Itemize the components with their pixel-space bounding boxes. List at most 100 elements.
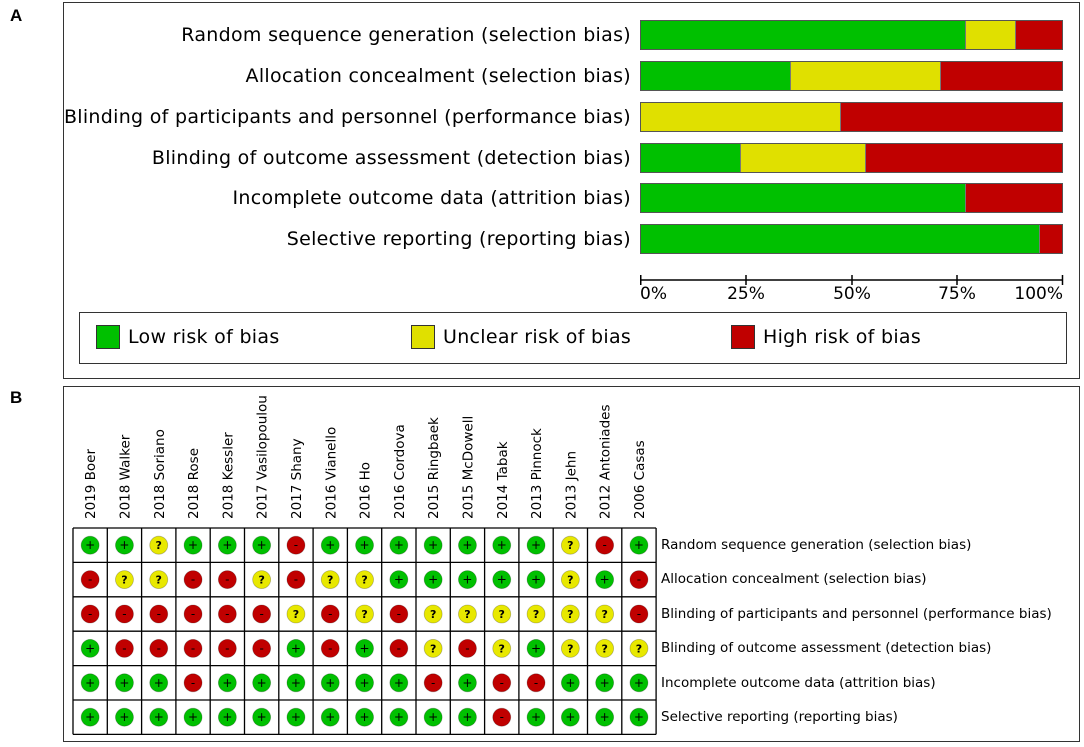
- marker-symbol: -: [191, 676, 195, 690]
- marker-circle: [458, 535, 477, 555]
- low-risk-marker: +: [80, 639, 100, 658]
- marker-symbol: ?: [156, 539, 162, 552]
- marker-symbol: -: [88, 607, 92, 621]
- marker-circle: [80, 673, 100, 693]
- marker-circle: [320, 570, 340, 589]
- marker-symbol: +: [291, 641, 301, 655]
- marker-symbol: -: [294, 538, 298, 552]
- low-risk-marker: +: [217, 535, 237, 555]
- marker-symbol: +: [462, 538, 472, 552]
- marker-circle: [149, 707, 169, 727]
- marker-symbol: -: [157, 641, 161, 655]
- marker-circle: [183, 570, 203, 589]
- marker-symbol: ?: [499, 608, 505, 621]
- unclear-risk-marker: ?: [560, 639, 580, 658]
- low-risk-marker: +: [252, 535, 272, 555]
- marker-circle: [458, 673, 477, 693]
- marker-circle: [115, 673, 134, 693]
- risk-of-bias-graph-panel: [63, 2, 1080, 379]
- study-label: 2018 Kessler: [220, 432, 236, 519]
- marker-symbol: +: [325, 538, 335, 552]
- legend-label: Low risk of bias: [128, 326, 280, 348]
- marker-symbol: +: [360, 641, 370, 655]
- marker-symbol: +: [394, 573, 404, 587]
- marker-symbol: +: [360, 538, 370, 552]
- high-risk-marker: -: [526, 673, 546, 693]
- unclear-risk-marker: ?: [458, 604, 477, 624]
- low-risk-marker: +: [560, 707, 580, 727]
- low-risk-marker: +: [560, 673, 580, 693]
- stacked-bar: [640, 224, 1063, 254]
- marker-symbol: +: [600, 573, 610, 587]
- x-axis: [640, 270, 1064, 285]
- marker-symbol: -: [122, 607, 126, 621]
- marker-circle: [217, 673, 237, 693]
- marker-symbol: +: [462, 573, 472, 587]
- unclear-risk-marker: ?: [492, 604, 512, 624]
- low-risk-segment: [641, 62, 791, 90]
- marker-symbol: +: [154, 676, 164, 690]
- marker-circle: [560, 604, 580, 624]
- marker-circle: [492, 639, 512, 658]
- marker-symbol: +: [600, 676, 610, 690]
- unclear-risk-segment: [740, 144, 866, 172]
- marker-symbol: -: [637, 573, 641, 587]
- marker-circle: [252, 707, 272, 727]
- low-risk-marker: +: [492, 570, 512, 589]
- marker-symbol: ?: [430, 642, 436, 655]
- marker-circle: [389, 707, 409, 727]
- marker-circle: [320, 604, 340, 624]
- study-label: 2019 Boer: [83, 449, 99, 519]
- low-risk-marker: +: [286, 639, 306, 658]
- marker-circle: [115, 639, 134, 658]
- marker-circle: [458, 570, 477, 589]
- unclear-risk-marker: ?: [560, 570, 580, 589]
- high-risk-marker: -: [183, 639, 203, 658]
- legend-swatch: [411, 325, 435, 349]
- marker-symbol: +: [222, 538, 232, 552]
- marker-symbol: +: [85, 538, 95, 552]
- marker-symbol: ?: [361, 574, 367, 587]
- bar-label: Selective reporting (reporting bias): [286, 228, 631, 250]
- high-risk-marker: -: [595, 535, 615, 555]
- low-risk-marker: +: [629, 673, 649, 693]
- marker-symbol: +: [634, 538, 644, 552]
- marker-circle: [492, 535, 512, 555]
- marker-symbol: -: [397, 607, 401, 621]
- marker-symbol: ?: [156, 574, 162, 587]
- marker-symbol: -: [191, 607, 195, 621]
- marker-symbol: +: [634, 710, 644, 724]
- x-tick-label: 75%: [938, 284, 976, 304]
- low-risk-marker: +: [80, 707, 100, 727]
- marker-circle: [389, 673, 409, 693]
- high-risk-marker: -: [149, 604, 169, 624]
- domain-label: Blinding of outcome assessment (detectio…: [661, 640, 992, 657]
- high-risk-marker: -: [115, 604, 134, 624]
- marker-symbol: +: [428, 710, 438, 724]
- low-risk-marker: +: [595, 673, 615, 693]
- marker-circle: [389, 535, 409, 555]
- marker-symbol: -: [191, 641, 195, 655]
- marker-symbol: +: [85, 641, 95, 655]
- marker-circle: [149, 535, 169, 555]
- domain-label: Selective reporting (reporting bias): [661, 709, 898, 725]
- high-risk-marker: -: [217, 604, 237, 624]
- risk-of-bias-summary-panel: [63, 386, 1080, 742]
- marker-circle: [320, 639, 340, 658]
- low-risk-marker: +: [115, 707, 134, 727]
- marker-circle: [560, 535, 580, 555]
- marker-symbol: +: [119, 710, 129, 724]
- marker-circle: [80, 570, 100, 589]
- x-tick-label: 0%: [640, 284, 667, 304]
- unclear-risk-marker: ?: [629, 639, 649, 658]
- low-risk-marker: +: [423, 570, 443, 589]
- marker-symbol: +: [394, 676, 404, 690]
- marker-circle: [526, 604, 546, 624]
- marker-symbol: +: [394, 538, 404, 552]
- marker-circle: [252, 570, 272, 589]
- marker-circle: [217, 639, 237, 658]
- marker-circle: [526, 639, 546, 658]
- x-axis-line: [640, 275, 1064, 285]
- marker-symbol: +: [360, 710, 370, 724]
- marker-symbol: ?: [567, 574, 573, 587]
